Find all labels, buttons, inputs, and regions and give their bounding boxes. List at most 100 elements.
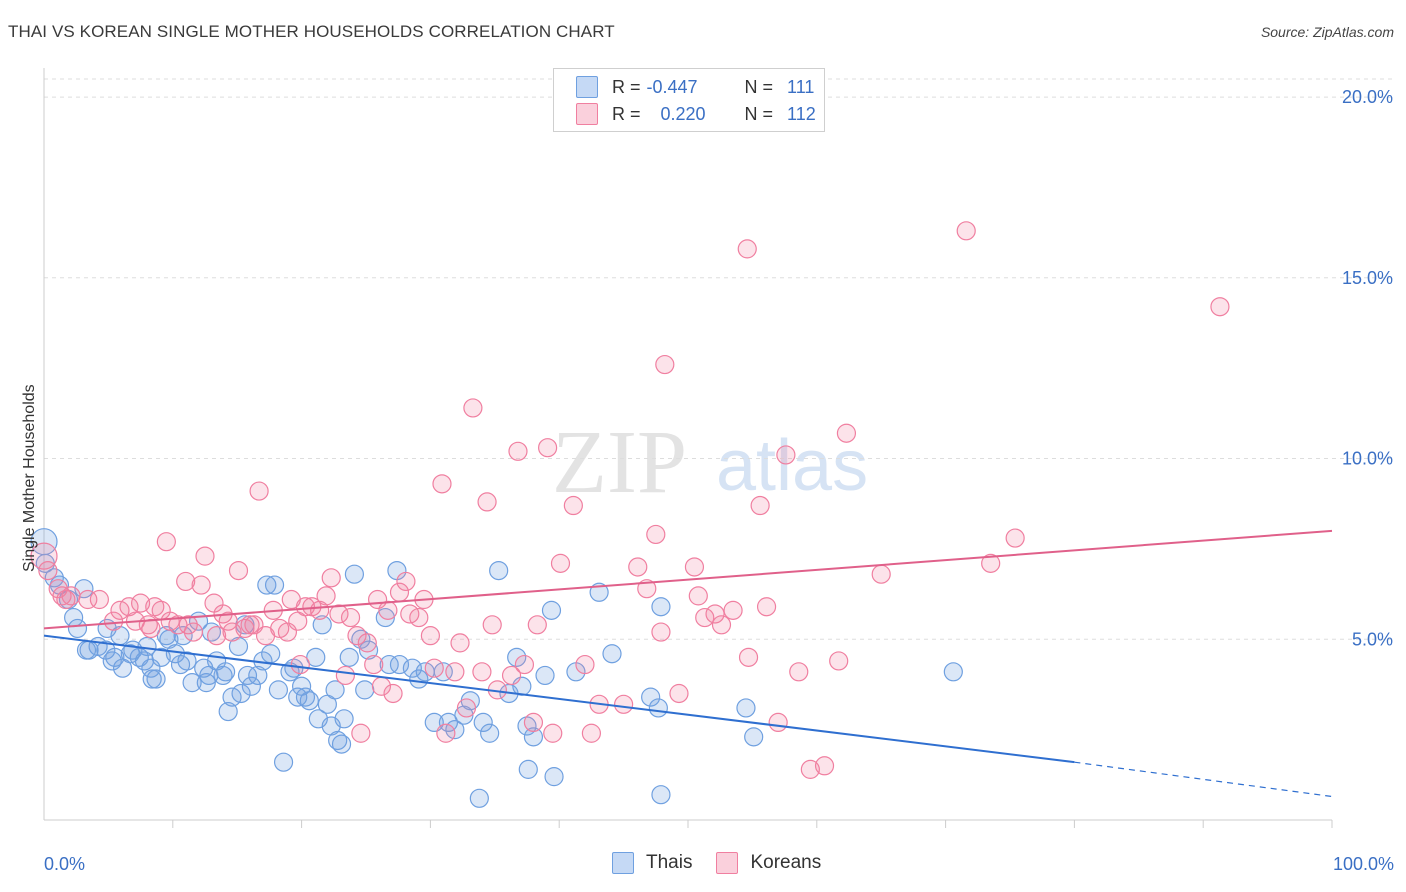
data-point [331, 734, 352, 754]
series-koreans [30, 221, 1230, 779]
data-point [299, 691, 319, 711]
data-point [523, 712, 544, 733]
data-point [306, 647, 326, 667]
data-point [105, 647, 125, 667]
data-point [1005, 528, 1025, 548]
data-point [736, 698, 756, 718]
data-point [409, 669, 429, 689]
legend-r-value: 0.220 [660, 103, 706, 124]
data-point [648, 698, 668, 718]
data-point [581, 723, 602, 743]
data-point [800, 759, 820, 779]
data-point [340, 607, 361, 628]
watermark: ZIP atlas [552, 413, 868, 512]
data-point [409, 607, 429, 628]
data-point [501, 665, 522, 686]
data-point [651, 785, 671, 805]
data-point [550, 553, 571, 573]
data-point [477, 492, 497, 512]
watermark-atlas: atlas [716, 426, 868, 506]
data-point [563, 495, 583, 516]
data-point [375, 607, 395, 628]
data-point [347, 626, 367, 646]
data-point [325, 680, 345, 700]
data-point [177, 651, 197, 671]
legend-swatch-koreans [716, 852, 739, 874]
data-point [641, 687, 661, 707]
y-tick-label: 15.0% [1342, 268, 1393, 288]
data-point [344, 564, 365, 584]
data-point [378, 600, 398, 620]
data-point [38, 560, 58, 581]
data-point [241, 676, 261, 696]
data-point [695, 607, 715, 628]
legend-swatch-koreans [576, 103, 598, 125]
trend-line-thais-extension [1074, 761, 1333, 798]
legend-row-koreans: R = 0.220 N = 112 [576, 102, 816, 126]
data-point [78, 589, 98, 610]
data-point [507, 647, 527, 667]
data-point [829, 651, 849, 671]
data-point [261, 644, 281, 664]
data-point [527, 615, 547, 635]
data-point [237, 665, 258, 686]
data-point [364, 654, 384, 675]
data-point [216, 662, 236, 682]
data-point [56, 589, 76, 610]
data-point [312, 615, 332, 635]
data-point [789, 662, 809, 682]
data-point [145, 597, 165, 617]
data-point [535, 665, 555, 686]
legend-n-label: N = [744, 76, 774, 97]
data-point [602, 644, 622, 664]
data-point [141, 618, 161, 639]
x-tick-label: 100.0% [1333, 854, 1394, 874]
data-point [249, 481, 269, 501]
data-point [544, 767, 564, 787]
y-tick-label: 20.0% [1342, 87, 1393, 107]
data-point [206, 626, 227, 646]
data-point [288, 687, 308, 707]
data-point [651, 597, 671, 617]
data-point [103, 611, 124, 631]
legend-n-label: N = [744, 103, 774, 124]
data-point [228, 560, 249, 581]
data-point [257, 575, 277, 595]
trend-line-thais [43, 634, 1075, 764]
data-point [514, 654, 535, 675]
data-point [176, 571, 196, 592]
data-point [321, 568, 341, 588]
data-point [273, 752, 294, 772]
data-point [541, 600, 562, 620]
data-point [61, 586, 81, 606]
trend-line-koreans [43, 529, 1333, 630]
data-point [637, 579, 657, 599]
data-point [191, 575, 211, 595]
data-point [436, 723, 456, 743]
data-point [379, 654, 399, 675]
data-point [523, 727, 544, 747]
data-point [357, 633, 377, 653]
data-point [295, 597, 316, 617]
data-point [518, 759, 538, 779]
data-point [836, 423, 857, 443]
data-point [1210, 297, 1230, 317]
data-point [517, 716, 537, 736]
data-point [131, 593, 151, 613]
data-point [688, 586, 708, 606]
data-point [30, 542, 58, 570]
legend-r-label: R = [612, 103, 641, 124]
y-axis-label: Single Mother Households [21, 384, 38, 572]
data-point [684, 557, 705, 577]
data-point [218, 611, 238, 631]
data-point [456, 698, 477, 718]
chart-title: THAI VS KOREAN SINGLE MOTHER HOUSEHOLDS … [8, 22, 615, 41]
series-thais [30, 528, 963, 808]
grid-lines [44, 78, 1395, 640]
data-point [871, 564, 891, 584]
legend-n-value: 112 [787, 103, 816, 124]
data-point [472, 662, 492, 682]
data-point [956, 221, 976, 241]
data-point [538, 438, 558, 458]
data-point [290, 654, 310, 675]
